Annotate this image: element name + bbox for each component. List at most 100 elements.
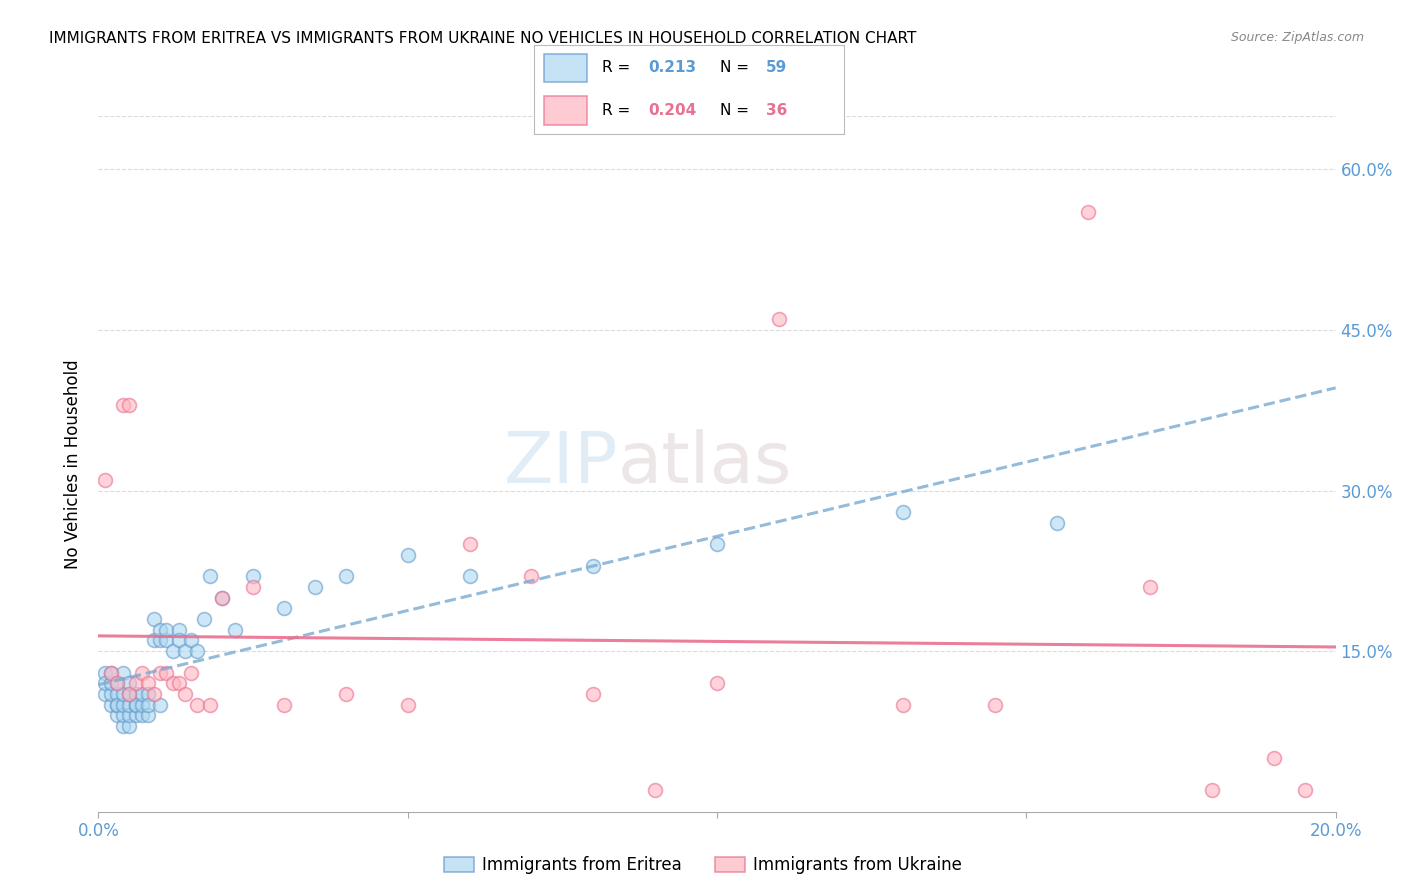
Point	[149, 665, 172, 680]
Point	[1294, 783, 1316, 797]
Point	[112, 698, 135, 712]
Point	[198, 698, 221, 712]
Point	[167, 623, 190, 637]
Text: R =: R =	[602, 61, 636, 75]
Point	[136, 708, 159, 723]
Point	[143, 633, 166, 648]
Point	[273, 698, 295, 712]
Point	[124, 698, 146, 712]
Text: 0.204: 0.204	[648, 103, 697, 118]
Point	[149, 698, 172, 712]
Text: Source: ZipAtlas.com: Source: ZipAtlas.com	[1230, 31, 1364, 45]
Point	[124, 708, 146, 723]
Point	[93, 676, 115, 690]
Text: R =: R =	[602, 103, 636, 118]
Bar	[544, 54, 586, 82]
Point	[118, 719, 141, 733]
Text: 59: 59	[766, 61, 787, 75]
Point	[124, 687, 146, 701]
Point	[458, 537, 481, 551]
Point	[100, 687, 122, 701]
Point	[112, 665, 135, 680]
Point	[396, 548, 419, 562]
Point	[143, 687, 166, 701]
Point	[193, 612, 215, 626]
Point	[211, 591, 233, 605]
Point	[768, 312, 790, 326]
Point	[1046, 516, 1069, 530]
Point	[335, 687, 357, 701]
Point	[273, 601, 295, 615]
Point	[118, 676, 141, 690]
Point	[224, 623, 246, 637]
Y-axis label: No Vehicles in Household: No Vehicles in Household	[65, 359, 83, 569]
Point	[335, 569, 357, 583]
Text: ZIP: ZIP	[503, 429, 619, 499]
Point	[118, 687, 141, 701]
Point	[520, 569, 543, 583]
Point	[582, 687, 605, 701]
Point	[112, 708, 135, 723]
Point	[458, 569, 481, 583]
Point	[1263, 751, 1285, 765]
Point	[242, 569, 264, 583]
Point	[105, 698, 128, 712]
Point	[198, 569, 221, 583]
Point	[93, 687, 115, 701]
Point	[304, 580, 326, 594]
Point	[1077, 205, 1099, 219]
Point	[105, 676, 128, 690]
Text: N =: N =	[720, 103, 754, 118]
Point	[155, 665, 177, 680]
Point	[891, 505, 914, 519]
Point	[136, 687, 159, 701]
Point	[100, 698, 122, 712]
Point	[93, 473, 115, 487]
Point	[162, 676, 184, 690]
Point	[1201, 783, 1223, 797]
Text: IMMIGRANTS FROM ERITREA VS IMMIGRANTS FROM UKRAINE NO VEHICLES IN HOUSEHOLD CORR: IMMIGRANTS FROM ERITREA VS IMMIGRANTS FR…	[49, 31, 917, 46]
Text: atlas: atlas	[619, 429, 793, 499]
Legend: Immigrants from Eritrea, Immigrants from Ukraine: Immigrants from Eritrea, Immigrants from…	[437, 849, 969, 881]
Point	[180, 633, 202, 648]
Point	[167, 633, 190, 648]
Point	[124, 698, 146, 712]
Point	[100, 665, 122, 680]
Point	[155, 623, 177, 637]
Point	[706, 676, 728, 690]
Point	[118, 698, 141, 712]
Point	[186, 698, 208, 712]
Point	[136, 698, 159, 712]
Point	[143, 612, 166, 626]
Point	[1139, 580, 1161, 594]
Point	[112, 719, 135, 733]
Point	[174, 644, 197, 658]
Point	[131, 687, 153, 701]
Point	[706, 537, 728, 551]
Point	[118, 687, 141, 701]
Bar	[544, 96, 586, 125]
Point	[100, 676, 122, 690]
Point	[100, 665, 122, 680]
Point	[118, 398, 141, 412]
Point	[211, 591, 233, 605]
Point	[131, 698, 153, 712]
Point	[180, 665, 202, 680]
Point	[155, 633, 177, 648]
Point	[984, 698, 1007, 712]
Point	[162, 644, 184, 658]
Point	[891, 698, 914, 712]
Point	[186, 644, 208, 658]
Point	[242, 580, 264, 594]
Point	[105, 687, 128, 701]
Point	[105, 698, 128, 712]
Point	[112, 398, 135, 412]
Point	[136, 676, 159, 690]
Point	[93, 665, 115, 680]
Point	[131, 665, 153, 680]
Text: 36: 36	[766, 103, 787, 118]
Point	[124, 676, 146, 690]
Text: N =: N =	[720, 61, 754, 75]
Point	[396, 698, 419, 712]
Point	[131, 708, 153, 723]
